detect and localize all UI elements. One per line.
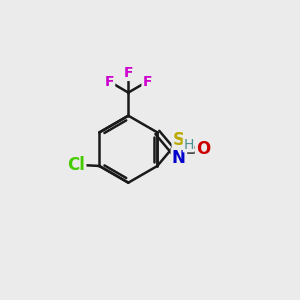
Text: H: H (183, 138, 194, 152)
Text: F: F (124, 66, 133, 80)
Text: S: S (173, 131, 185, 149)
Text: O: O (196, 140, 210, 158)
Text: Cl: Cl (67, 156, 85, 174)
Text: F: F (142, 74, 152, 88)
Text: F: F (105, 74, 114, 88)
Text: N: N (172, 149, 186, 167)
